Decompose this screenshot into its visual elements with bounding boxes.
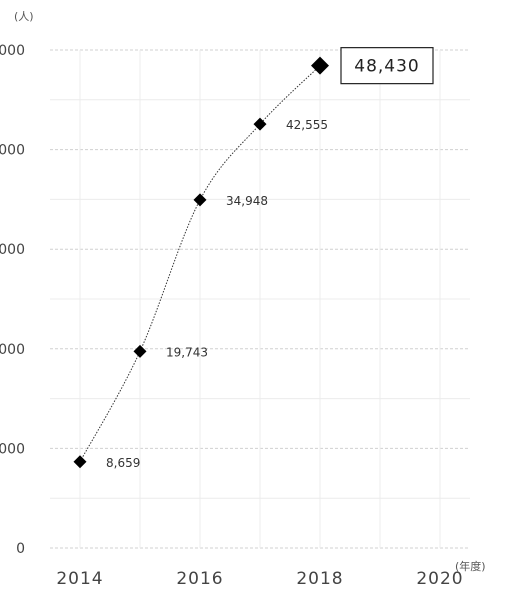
y-tick-label: 000 — [0, 441, 25, 457]
callout: 48,430 — [340, 47, 434, 85]
data-point — [133, 344, 147, 358]
data-points — [73, 56, 329, 469]
x-tick-label: 2014 — [56, 569, 103, 589]
data-label: 34,948 — [226, 194, 268, 208]
gridlines — [50, 49, 470, 549]
x-tick-label: 2018 — [296, 569, 343, 589]
data-label: 19,743 — [166, 345, 208, 359]
x-axis-unit: (年度) — [455, 559, 486, 573]
data-label: 42,555 — [286, 118, 328, 132]
series-line — [79, 65, 321, 462]
data-point — [193, 193, 207, 207]
callout-label: 48,430 — [354, 57, 419, 77]
x-tick-label: 2020 — [416, 569, 463, 589]
y-tick-label: 000 — [0, 342, 25, 358]
data-point — [73, 455, 87, 469]
data-labels: 8,659 19,743 34,948 42,555 — [106, 118, 328, 470]
x-tick-label: 2016 — [176, 569, 223, 589]
y-tick-label: 000 — [0, 43, 25, 59]
y-tick-label: 000 — [0, 242, 25, 258]
y-tick-label: 0 — [16, 541, 25, 557]
callout-box — [340, 47, 434, 85]
data-point — [253, 117, 267, 131]
data-point — [311, 56, 329, 75]
x-axis-ticks: 2014 2016 2018 2020 — [56, 569, 463, 589]
y-axis-unit: (人) — [14, 10, 34, 23]
data-label: 8,659 — [106, 456, 140, 470]
y-tick-label: 000 — [0, 143, 25, 159]
